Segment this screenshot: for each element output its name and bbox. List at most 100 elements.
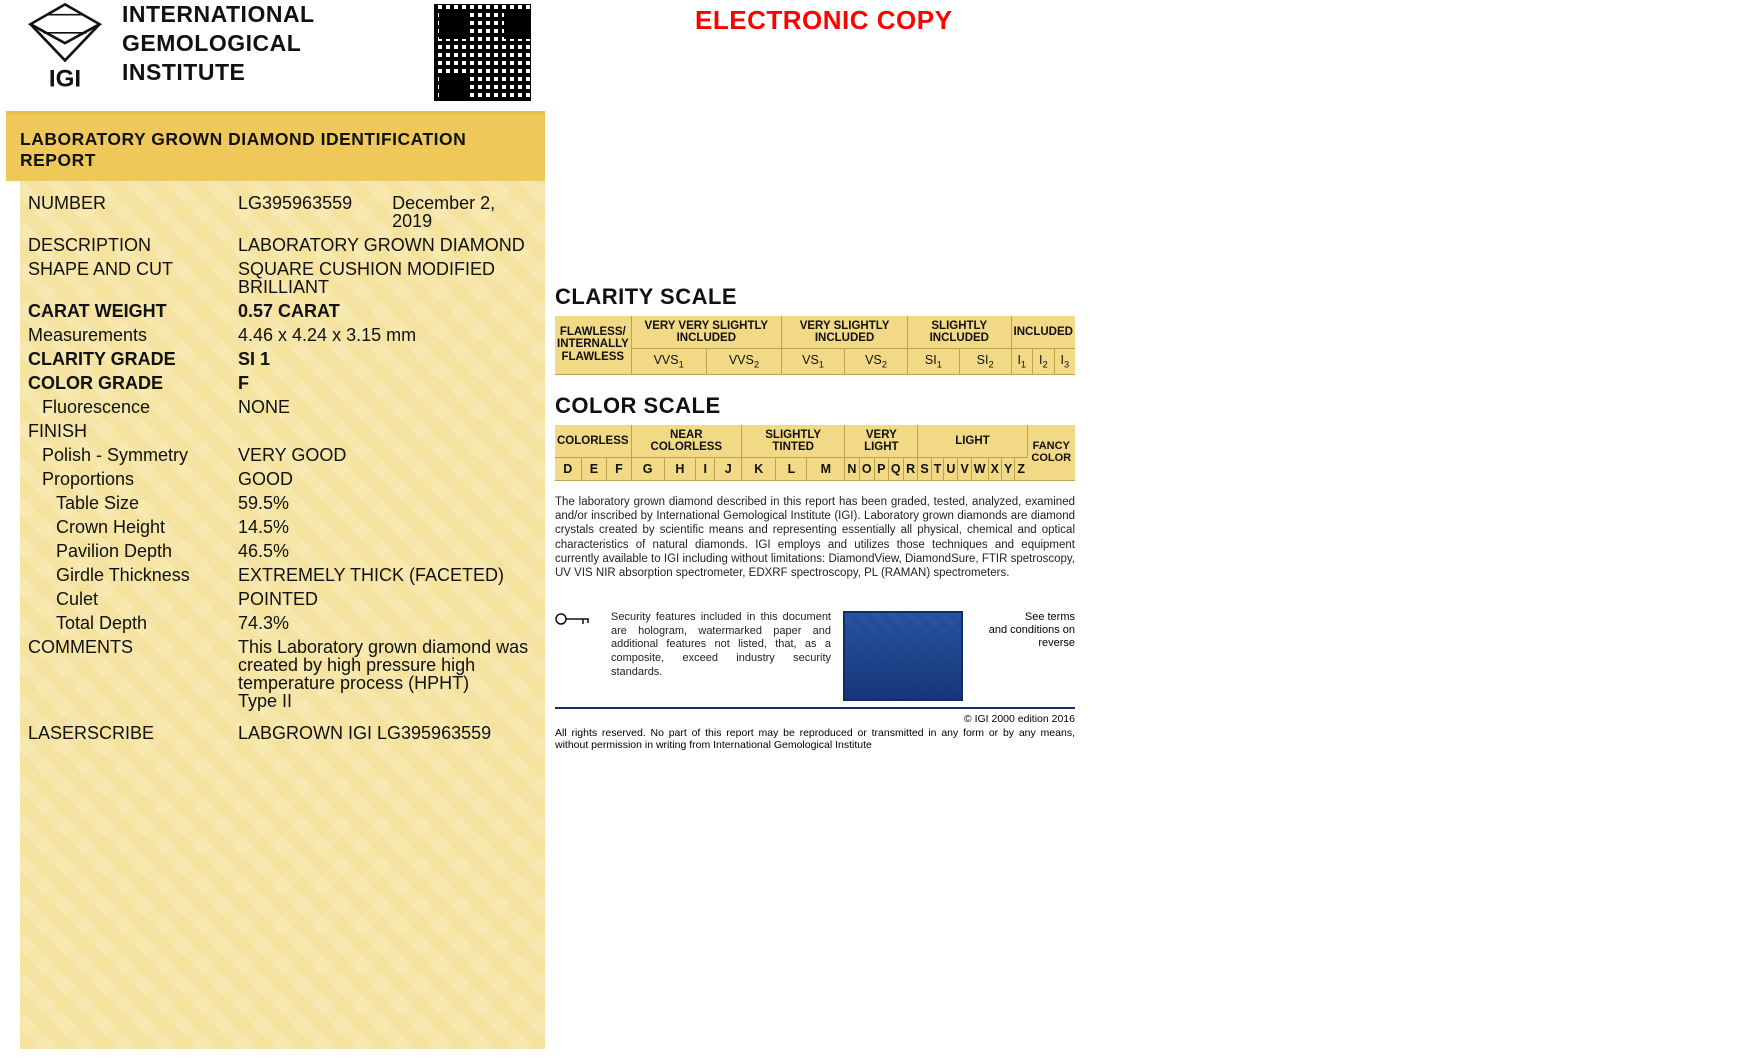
number-value: LG395963559 <box>238 194 352 230</box>
total-depth-label: Total Depth <box>28 614 238 632</box>
description-value: LABORATORY GROWN DIAMOND <box>238 236 535 254</box>
color-letter-s: S <box>918 457 931 480</box>
clarity-grade-vvs1: VVS1 <box>631 349 706 375</box>
color-fancy: FANCY COLOR <box>1027 425 1075 481</box>
description-label: DESCRIPTION <box>28 236 238 254</box>
crown-height-value: 14.5% <box>238 518 535 536</box>
polish-label: Polish - Symmetry <box>28 446 238 464</box>
color-group-0: COLORLESS <box>555 425 631 458</box>
carat-label: CARAT WEIGHT <box>28 302 238 320</box>
culet-label: Culet <box>28 590 238 608</box>
color-group-2: SLIGHTLY TINTED <box>742 425 845 458</box>
color-letter-e: E <box>581 457 607 480</box>
hologram-icon <box>843 611 963 701</box>
report-date: December 2, 2019 <box>392 194 535 230</box>
comments-value: This Laboratory grown diamond was create… <box>238 638 535 710</box>
key-icon <box>555 611 599 627</box>
color-letter-w: W <box>971 457 988 480</box>
measurements-label: Measurements <box>28 326 238 344</box>
color-letter-p: P <box>874 457 888 480</box>
color-letter-m: M <box>807 457 845 480</box>
color-scale-table: COLORLESS NEAR COLORLESS SLIGHTLY TINTED… <box>555 425 1075 481</box>
clarity-group-1: VERY SLIGHTLY INCLUDED <box>782 316 908 349</box>
pavilion-depth-value: 46.5% <box>238 542 535 560</box>
clarity-grade-vvs2: VVS2 <box>706 349 781 375</box>
color-letter-u: U <box>944 457 958 480</box>
color-letter-r: R <box>903 457 918 480</box>
color-grade-value: F <box>238 374 535 392</box>
qr-code-icon <box>430 0 535 105</box>
diamond-logo-icon: IGI <box>20 0 110 95</box>
shape-label: SHAPE AND CUT <box>28 260 238 296</box>
color-scale-title: COLOR SCALE <box>555 393 1075 419</box>
org-name-1: INTERNATIONAL <box>122 0 315 29</box>
table-size-label: Table Size <box>28 494 238 512</box>
color-letter-l: L <box>776 457 807 480</box>
igi-logo: IGI INTERNATIONAL GEMOLOGICAL INSTITUTE <box>20 0 315 95</box>
color-letter-g: G <box>631 457 664 480</box>
svg-text:IGI: IGI <box>49 65 81 92</box>
color-letter-y: Y <box>1001 457 1014 480</box>
color-letter-n: N <box>845 457 859 480</box>
clarity-grade-i1: I1 <box>1011 349 1033 375</box>
color-letter-f: F <box>607 457 631 480</box>
clarity-scale-table: FLAWLESS/ INTERNALLY FLAWLESS VERY VERY … <box>555 316 1075 375</box>
clarity-grade-vs1: VS1 <box>782 349 845 375</box>
clarity-grade-i3: I3 <box>1054 349 1075 375</box>
fluorescence-value: NONE <box>238 398 535 416</box>
color-letter-q: Q <box>888 457 903 480</box>
org-name-2: GEMOLOGICAL <box>122 29 315 58</box>
number-label: NUMBER <box>28 194 238 230</box>
clarity-group-2: SLIGHTLY INCLUDED <box>908 316 1011 349</box>
color-letter-j: J <box>715 457 742 480</box>
color-letter-k: K <box>742 457 776 480</box>
proportions-value: GOOD <box>238 470 535 488</box>
clarity-flawless-header: FLAWLESS/ INTERNALLY FLAWLESS <box>555 316 631 374</box>
shape-value: SQUARE CUSHION MODIFIED BRILLIANT <box>238 260 535 296</box>
total-depth-value: 74.3% <box>238 614 535 632</box>
color-letter-d: D <box>555 457 581 480</box>
color-group-1: NEAR COLORLESS <box>631 425 742 458</box>
color-letter-h: H <box>664 457 696 480</box>
culet-value: POINTED <box>238 590 535 608</box>
laserscribe-label: LASERSCRIBE <box>28 724 238 742</box>
crown-height-label: Crown Height <box>28 518 238 536</box>
clarity-grade-si1: SI1 <box>908 349 960 375</box>
polish-value: VERY GOOD <box>238 446 535 464</box>
color-letter-o: O <box>859 457 874 480</box>
org-name-3: INSTITUTE <box>122 58 315 87</box>
proportions-label: Proportions <box>28 470 238 488</box>
color-group-4: LIGHT <box>918 425 1027 458</box>
color-group-3: VERY LIGHT <box>845 425 918 458</box>
clarity-group-0: VERY VERY SLIGHTLY INCLUDED <box>631 316 782 349</box>
carat-value: 0.57 CARAT <box>238 302 535 320</box>
terms-line-1: See terms <box>975 611 1075 624</box>
color-letter-x: X <box>988 457 1001 480</box>
clarity-grade-i2: I2 <box>1033 349 1055 375</box>
clarity-grade-si2: SI2 <box>959 349 1011 375</box>
color-letter-v: V <box>958 457 971 480</box>
finish-label: FINISH <box>28 422 238 440</box>
girdle-thickness-label: Girdle Thickness <box>28 566 238 584</box>
terms-line-2: and conditions on reverse <box>975 624 1075 650</box>
table-size-value: 59.5% <box>238 494 535 512</box>
pavilion-depth-label: Pavilion Depth <box>28 542 238 560</box>
color-letter-t: T <box>931 457 944 480</box>
clarity-grade-vs2: VS2 <box>845 349 908 375</box>
girdle-thickness-value: EXTREMELY THICK (FACETED) <box>238 566 535 584</box>
clarity-grade-label: CLARITY GRADE <box>28 350 238 368</box>
clarity-grade-value: SI 1 <box>238 350 535 368</box>
comments-label: COMMENTS <box>28 638 238 710</box>
clarity-group-3: INCLUDED <box>1011 316 1075 349</box>
clarity-scale-title: CLARITY SCALE <box>555 284 1075 310</box>
report-title-bar: LABORATORY GROWN DIAMOND IDENTIFICATION … <box>6 115 545 181</box>
fluorescence-label: Fluorescence <box>28 398 238 416</box>
rights-reserved-text: All rights reserved. No part of this rep… <box>555 727 1075 752</box>
copyright-text: © IGI 2000 edition 2016 <box>555 713 1075 725</box>
measurements-value: 4.46 x 4.24 x 3.15 mm <box>238 326 535 344</box>
color-grade-label: COLOR GRADE <box>28 374 238 392</box>
color-letter-i: I <box>696 457 715 480</box>
color-letter-z: Z <box>1015 457 1027 480</box>
security-text: Security features included in this docum… <box>611 611 831 680</box>
laserscribe-value: LABGROWN IGI LG395963559 <box>238 724 535 742</box>
